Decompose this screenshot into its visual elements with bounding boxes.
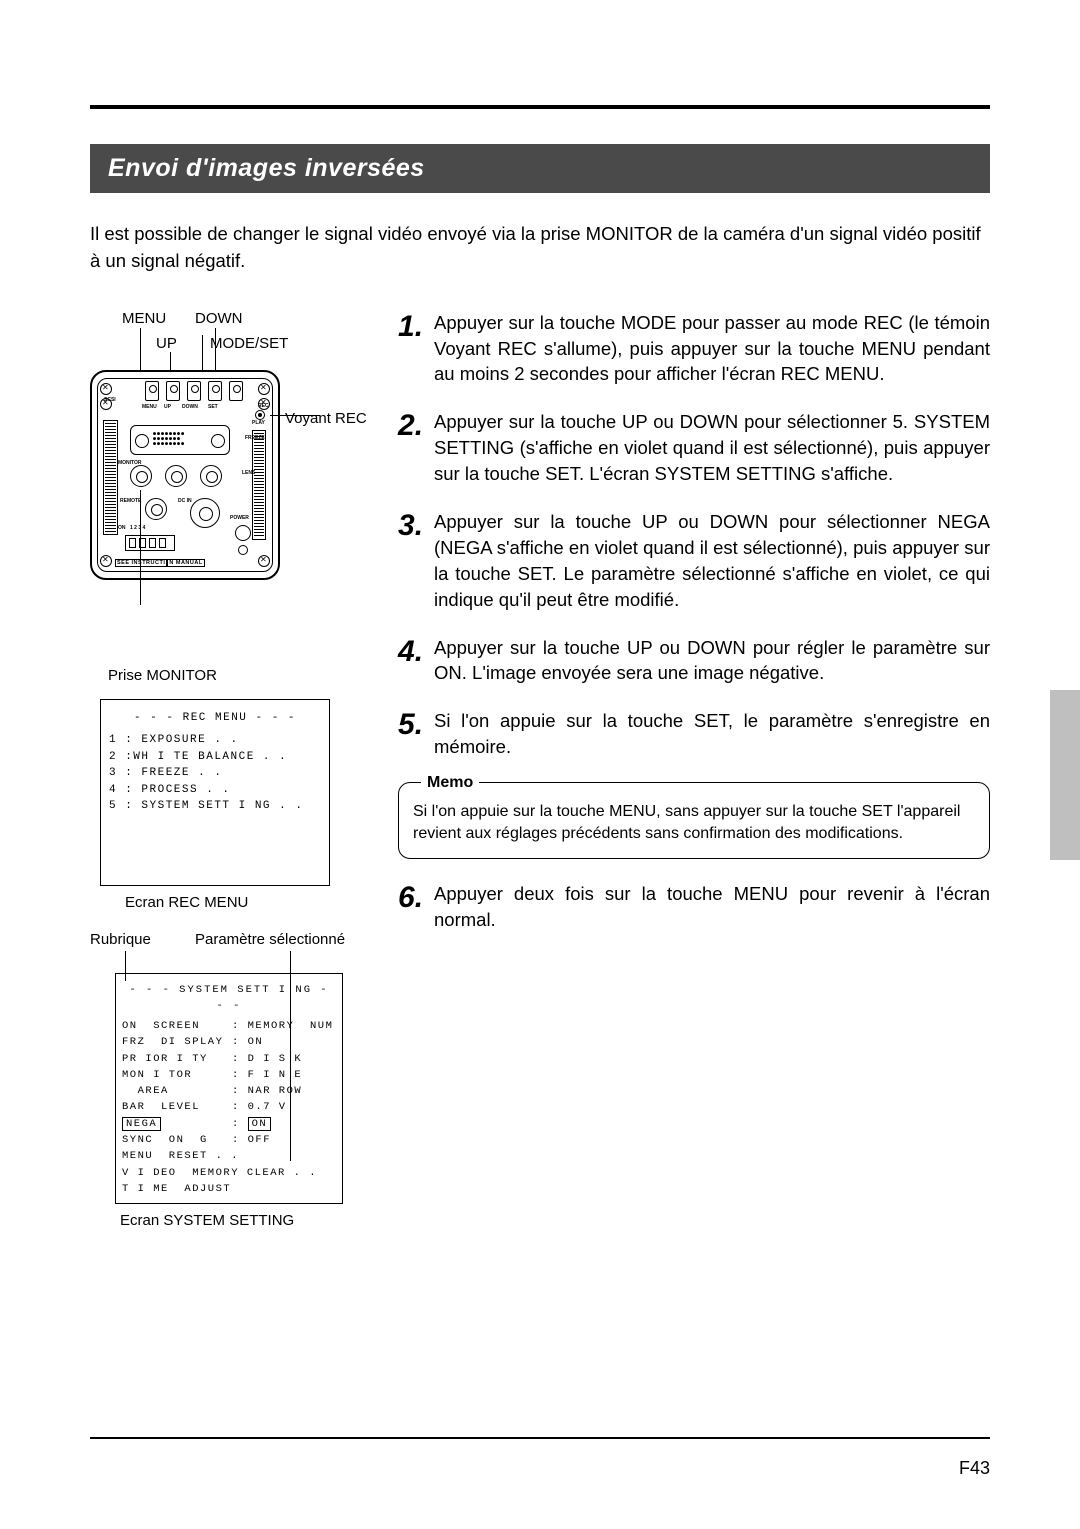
- step-text: Appuyer deux fois sur la touche MENU pou…: [434, 881, 990, 933]
- rec-menu-header: - - - REC MENU - - -: [109, 710, 321, 727]
- dl-monitor: MONITOR: [118, 460, 142, 466]
- step-number: 6: [398, 881, 434, 933]
- dl-lens: LENS: [242, 470, 255, 476]
- dl-dcin: DC IN: [178, 498, 192, 504]
- step-number: 3: [398, 509, 434, 613]
- sys-v: : 0.7 V: [232, 1099, 287, 1115]
- dl-scsi: SCSI: [104, 397, 116, 403]
- step-text: Si l'on appuie sur la touche SET, le par…: [434, 708, 990, 760]
- step-text: Appuyer sur la touche MODE pour passer a…: [434, 310, 990, 388]
- step-number: 1: [398, 310, 434, 388]
- sys-header: - - - SYSTEM SETT I NG - - -: [122, 982, 336, 1015]
- rec-menu-item: 1 : EXPOSURE . .: [109, 732, 321, 749]
- label-menu: MENU: [122, 310, 166, 327]
- sys-k: MENU RESET . .: [122, 1148, 232, 1164]
- sys-k: T I ME ADJUST: [122, 1181, 232, 1197]
- step-5: 5 Si l'on appuie sur la touche SET, le p…: [398, 708, 990, 760]
- step-text: Appuyer sur la touche UP ou DOWN pour ré…: [434, 635, 990, 687]
- dl-menu: MENU: [142, 404, 157, 410]
- sys-v: : D I S K: [232, 1051, 302, 1067]
- rec-menu-item: 5 : SYSTEM SETT I NG . .: [109, 798, 321, 815]
- step-text: Appuyer sur la touche UP ou DOWN pour sé…: [434, 509, 990, 613]
- dl-up: UP: [164, 404, 171, 410]
- rec-menu-item: 3 : FREEZE . .: [109, 765, 321, 782]
- memo-box: Memo Si l'on appuie sur la touche MENU, …: [398, 782, 990, 859]
- sys-k: ON SCREEN: [122, 1018, 232, 1034]
- sys-k: PR IOR I TY: [122, 1051, 232, 1067]
- sys-v: : MEMORY NUM: [232, 1018, 333, 1034]
- instruct-label-2: N MANUAL: [167, 559, 204, 567]
- sys-k: MON I TOR: [122, 1067, 232, 1083]
- memo-label: Memo: [421, 772, 479, 794]
- dl-rec: REC: [258, 403, 269, 409]
- intro-text: Il est possible de changer le signal vid…: [90, 221, 990, 275]
- button-labels: MENU DOWN UP MODE/SET: [90, 310, 370, 370]
- side-tab: [1050, 690, 1080, 860]
- page-number: F43: [959, 1458, 990, 1479]
- rec-menu-caption: Ecran REC MENU: [125, 894, 370, 911]
- sys-k: SYNC ON G: [122, 1132, 232, 1148]
- parametre-label: Paramètre sélectionné: [195, 931, 345, 948]
- rubrique-label: Rubrique: [90, 931, 151, 948]
- dl-play: PLAY: [252, 420, 265, 426]
- prise-monitor-label: Prise MONITOR: [108, 667, 370, 684]
- rec-led-icon: [255, 410, 265, 420]
- dl-remote: REMOTE: [120, 498, 141, 504]
- step-1: 1 Appuyer sur la touche MODE pour passer…: [398, 310, 990, 388]
- step-number: 5: [398, 708, 434, 760]
- sys-k: AREA: [122, 1083, 232, 1099]
- step-number: 4: [398, 635, 434, 687]
- dl-power: POWER: [230, 515, 249, 521]
- top-rule: [90, 105, 990, 109]
- device-diagram: ●●●●●●●●●●●●●●●●●●●●●●● SEE INSTRUCTIN M…: [90, 370, 280, 580]
- label-up: UP: [156, 335, 177, 352]
- system-setting-screen: - - - SYSTEM SETT I NG - - - ON SCREEN: …: [115, 973, 343, 1204]
- nega-val-boxed: ON: [248, 1117, 272, 1132]
- dl-down: DOWN: [182, 404, 198, 410]
- label-down: DOWN: [195, 310, 243, 327]
- step-4: 4 Appuyer sur la touche UP ou DOWN pour …: [398, 635, 990, 687]
- dl-freeze: FREEZE: [245, 435, 265, 441]
- dl-on: ON: [118, 525, 126, 531]
- nega-key-boxed: NEGA: [122, 1117, 161, 1132]
- sys-v: : ON: [232, 1034, 263, 1050]
- sys-k: V I DEO MEMORY CLEAR . .: [122, 1165, 317, 1181]
- sys-caption: Ecran SYSTEM SETTING: [120, 1212, 370, 1229]
- sys-k: BAR LEVEL: [122, 1099, 232, 1115]
- memo-text: Si l'on appuie sur la touche MENU, sans …: [413, 801, 975, 846]
- voyant-rec-label: Voyant REC: [285, 410, 565, 427]
- sys-k: FRZ DI SPLAY: [122, 1034, 232, 1050]
- instruct-label-1: SEE INSTRUCTI: [115, 559, 167, 567]
- label-mode-set: MODE/SET: [210, 335, 288, 352]
- rec-menu-item: 2 :WH I TE BALANCE . .: [109, 749, 321, 766]
- rec-menu-item: 4 : PROCESS . .: [109, 782, 321, 799]
- step-3: 3 Appuyer sur la touche UP ou DOWN pour …: [398, 509, 990, 613]
- step-6: 6 Appuyer deux fois sur la touche MENU p…: [398, 881, 990, 933]
- dl-dips: 1 2 3 4: [130, 525, 145, 531]
- rec-menu-screen: - - - REC MENU - - - 1 : EXPOSURE . . 2 …: [100, 699, 330, 886]
- page-title: Envoi d'images inversées: [90, 144, 990, 193]
- sys-v: : F I N E: [232, 1067, 302, 1083]
- dl-set: SET: [208, 404, 218, 410]
- bottom-rule: [90, 1437, 990, 1439]
- sys-v: : NAR ROW: [232, 1083, 302, 1099]
- sys-v: : OFF: [232, 1132, 271, 1148]
